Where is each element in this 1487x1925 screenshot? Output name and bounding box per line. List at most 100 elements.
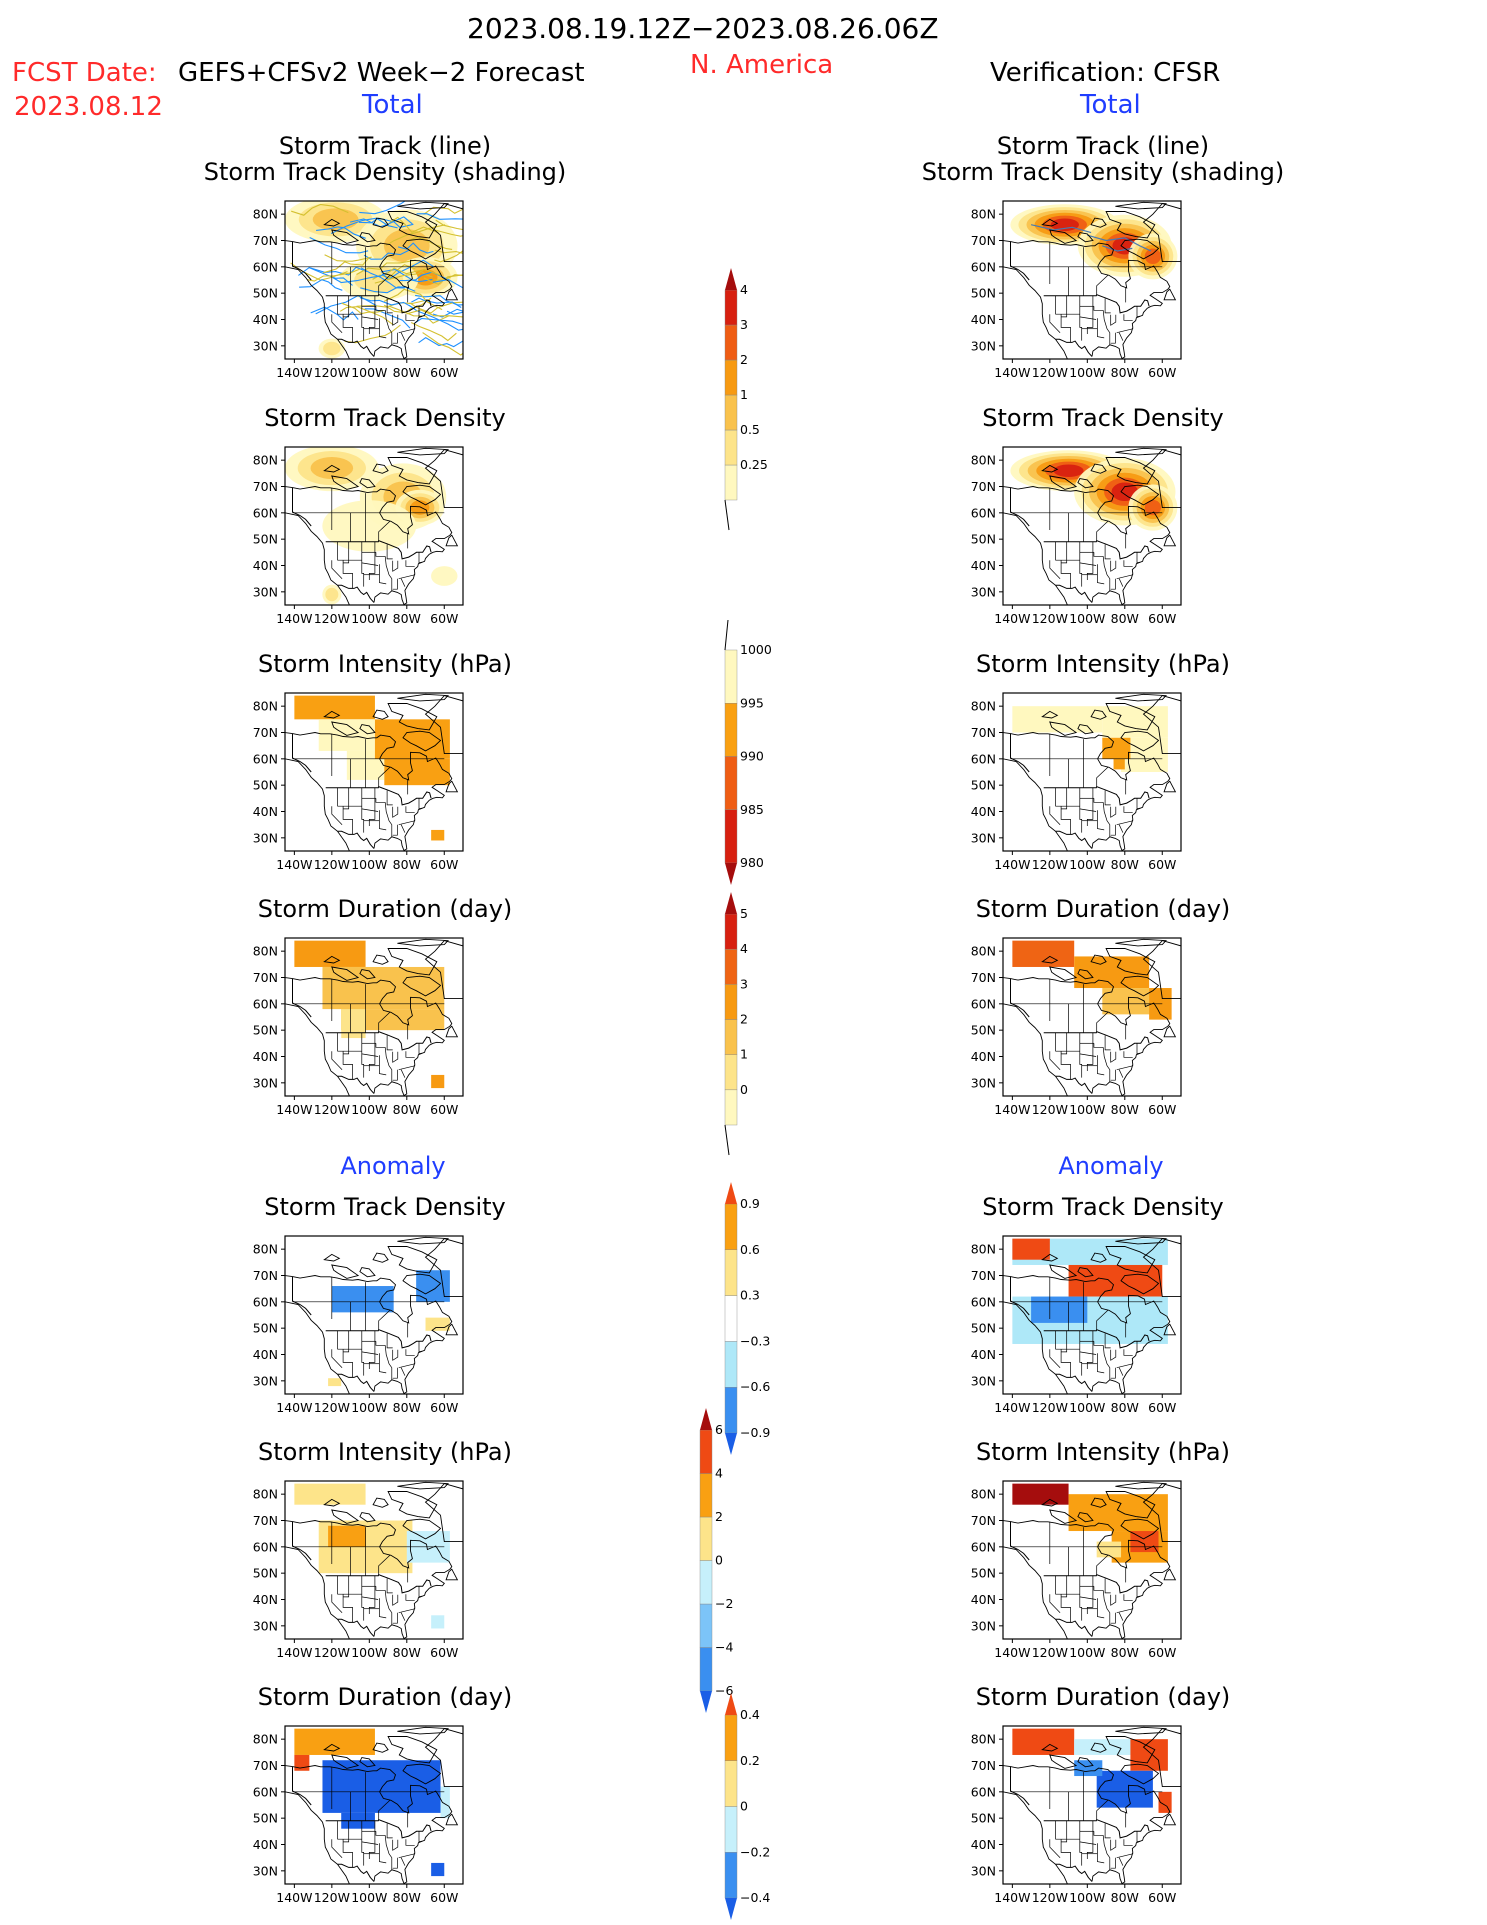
coastline-1 <box>1003 1520 1171 1639</box>
island-outline-5 <box>1041 464 1059 473</box>
admin-line-1 <box>343 295 350 318</box>
title-obs-track-line: Storm Track (line) <box>996 132 1210 160</box>
admin-line-15 <box>1116 328 1134 334</box>
admin-line-5 <box>1049 806 1061 825</box>
admin-line-23 <box>1096 1800 1109 1820</box>
shade-cell-4 <box>440 1786 450 1819</box>
region-label: N. America <box>690 50 834 80</box>
colorbar-label: 1000 <box>740 642 772 657</box>
colorbar-segment <box>724 1295 738 1342</box>
island-outline-1 <box>387 1491 438 1519</box>
lon-tick-label: 140W <box>994 365 1030 380</box>
coastline-1 <box>285 486 453 605</box>
colorbar-label: 985 <box>740 802 764 817</box>
island-outline-2 <box>331 1754 360 1769</box>
island-outline-2 <box>1049 475 1078 490</box>
coastline-0 <box>285 512 350 605</box>
anomaly-left-label: Anomaly <box>340 1152 446 1180</box>
admin-line-1 <box>343 1032 350 1055</box>
admin-line-18 <box>418 798 423 810</box>
island-outline-4 <box>1090 463 1107 474</box>
admin-line-15 <box>1116 1853 1134 1859</box>
island-outline-1 <box>387 1736 438 1764</box>
colorbar-density-anomaly: −0.9 −0.6 −0.3 0.3 0.6 0.9 <box>724 1182 770 1455</box>
admin-line-10 <box>379 810 387 831</box>
colorbar-label: −0.3 <box>740 1333 770 1348</box>
lon-tick-label: 140W <box>994 1890 1030 1905</box>
colorbar-label: 995 <box>740 695 764 710</box>
island-outline-2 <box>331 229 360 244</box>
lon-tick-label: 80W <box>393 1400 421 1415</box>
admin-line-14 <box>405 1839 415 1846</box>
lon-tick-label: 100W <box>351 365 387 380</box>
colorbar-segment <box>724 1760 738 1807</box>
admin-line-17 <box>1118 824 1124 833</box>
title-obs-density: Storm Track Density <box>982 404 1224 432</box>
coastline-1 <box>285 1275 453 1394</box>
storm-track-line-0 <box>363 249 410 260</box>
obs-track-line-2 <box>1102 245 1133 252</box>
shade-cell-0 <box>294 940 366 967</box>
shade-cell-1 <box>1102 706 1168 738</box>
shade-blob-3-0 <box>322 500 417 552</box>
colorbar-label: 2 <box>740 352 748 367</box>
island-outline-3 <box>1077 1512 1094 1523</box>
coastline-0 <box>1003 1546 1068 1639</box>
border-line-2 <box>1010 241 1030 281</box>
admin-line-14 <box>1123 1349 1133 1356</box>
admin-line-18 <box>1136 1831 1141 1843</box>
colorbar-label: −2 <box>715 1596 733 1611</box>
admin-line-16 <box>1110 1367 1116 1379</box>
admin-line-14 <box>1123 560 1133 567</box>
admin-line-2 <box>1079 295 1083 341</box>
lat-tick-label: 50N <box>253 1321 278 1336</box>
lat-tick-label: 70N <box>971 1758 996 1773</box>
admin-line-14 <box>405 1349 415 1356</box>
lat-tick-label: 80N <box>253 1487 278 1502</box>
lat-tick-label: 60N <box>253 751 278 766</box>
lat-tick-label: 80N <box>971 1242 996 1257</box>
admin-line-5 <box>1049 1349 1061 1368</box>
border-line-2 <box>292 733 312 773</box>
lat-tick-label: 30N <box>253 1373 278 1388</box>
colorbar-label: −0.2 <box>740 1844 770 1859</box>
border-line-2 <box>292 241 312 281</box>
admin-line-23 <box>378 1310 391 1330</box>
island-outline-4 <box>372 954 389 965</box>
colorbar-segment <box>724 1019 738 1055</box>
admin-line-3 <box>368 1032 376 1071</box>
storm-track-line-41 <box>435 219 463 231</box>
colorbar-segment <box>699 1560 713 1605</box>
admin-line-23 <box>1096 1012 1109 1032</box>
lon-tick-label: 80W <box>393 1890 421 1905</box>
border-line-2 <box>292 978 312 1018</box>
border-line-0 <box>325 294 432 314</box>
border-line-0 <box>1043 1574 1150 1594</box>
storm-track-line-4 <box>380 268 433 283</box>
island-outline-7 <box>424 1728 463 1788</box>
border-line-2 <box>1010 1276 1030 1316</box>
lat-tick-label: 80N <box>253 207 278 222</box>
admin-line-10 <box>1097 1843 1105 1864</box>
admin-line-18 <box>418 1341 423 1353</box>
island-outline-3 <box>1077 478 1094 489</box>
admin-line-15 <box>398 820 416 826</box>
admin-line-10 <box>379 1353 387 1374</box>
admin-line-14 <box>1123 1051 1133 1058</box>
admin-line-1 <box>343 787 350 810</box>
lon-tick-label: 140W <box>276 1890 312 1905</box>
shade-cell-1 <box>1068 1494 1168 1532</box>
lat-tick-label: 30N <box>253 1618 278 1633</box>
island-outline-8 <box>445 1025 459 1038</box>
admin-line-14 <box>405 314 415 321</box>
colorbar-segment <box>724 948 738 985</box>
shade-cell-0 <box>1012 706 1103 733</box>
island-outline-0 <box>1120 1518 1160 1540</box>
coastline-1 <box>1003 1765 1171 1884</box>
admin-line-6 <box>1060 314 1071 343</box>
lat-tick-label: 80N <box>253 1242 278 1257</box>
lon-tick-label: 60W <box>1148 857 1176 872</box>
admin-line-5 <box>331 560 343 579</box>
colorbar-intensity-anomaly: −6 −4 −2 0 2 4 6 <box>699 1408 733 1713</box>
map-fcst-intensity-anomaly: 80N 70N 60N 50N 40N 30N 140W 120W 100W 80W 60W <box>253 1480 464 1660</box>
